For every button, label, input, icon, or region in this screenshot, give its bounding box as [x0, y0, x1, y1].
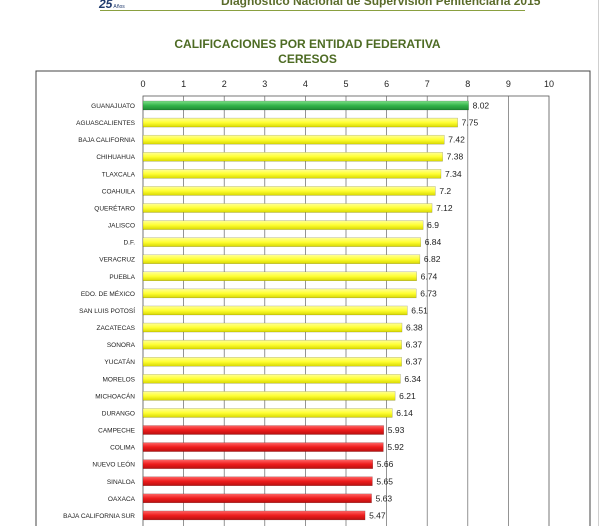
bar [142, 254, 421, 264]
category-label: YUCATÁN [104, 357, 135, 366]
bar [142, 117, 458, 128]
bar [142, 459, 373, 469]
x-tick-label: 2 [222, 79, 227, 89]
category-label: DURANGO [102, 410, 135, 417]
x-tick-label: 6 [384, 79, 389, 89]
bar [142, 476, 373, 486]
bar [142, 100, 469, 111]
x-tick-label: 8 [465, 79, 470, 89]
bar [142, 237, 421, 247]
data-label: 5.66 [377, 459, 394, 469]
bar [142, 510, 366, 521]
data-label: 6.74 [421, 271, 438, 281]
category-label: EDO. DE MÉXICO [81, 289, 135, 298]
bar [142, 425, 384, 435]
data-label: 6.9 [427, 220, 439, 230]
data-label: 6.38 [406, 323, 423, 333]
category-label: BAJA CALIFORNIA [78, 137, 135, 144]
chart-title-block: CALIFICACIONES POR ENTIDAD FEDERATIVA CE… [0, 37, 615, 67]
x-tick-label: 5 [343, 79, 348, 89]
bar [142, 374, 401, 384]
data-label: 5.63 [376, 493, 393, 503]
logo-number: 25 [99, 0, 113, 11]
bar [142, 339, 402, 350]
category-label: GUANAJUATO [91, 103, 135, 110]
document-header: 25Años Diagnóstico Nacional de Supervisi… [0, 0, 615, 14]
data-label: 6.73 [420, 288, 437, 298]
header-divider [100, 10, 525, 11]
data-label: 6.51 [411, 305, 428, 315]
bar [142, 271, 417, 281]
x-tick-label: 4 [303, 79, 308, 89]
x-tick-label: 9 [506, 79, 511, 89]
category-label: OAXACA [108, 496, 136, 503]
bar [142, 322, 403, 333]
bar [142, 186, 436, 196]
category-label: VERACRUZ [99, 257, 135, 264]
bar [142, 493, 372, 504]
bar [142, 134, 445, 145]
category-label: NUEVO LEÓN [92, 460, 135, 469]
category-label: JALISCO [108, 223, 135, 230]
category-label: CHIHUAHUA [96, 154, 135, 161]
bar [142, 408, 393, 418]
data-label: 7.12 [436, 203, 453, 213]
category-label: COLIMA [110, 445, 136, 452]
data-label: 7.2 [439, 186, 451, 196]
category-label: SAN LUIS POTOSÍ [79, 306, 135, 315]
data-label: 5.65 [376, 476, 393, 486]
category-label: SINALOA [107, 479, 136, 486]
bar [142, 288, 417, 299]
bar [142, 203, 433, 213]
data-label: 6.84 [425, 237, 442, 247]
category-label: MORELOS [102, 376, 135, 383]
category-label: TLAXCALA [102, 171, 136, 178]
bar [142, 442, 384, 452]
category-label: AGUASCALIENTES [76, 120, 136, 127]
data-label: 7.42 [448, 135, 465, 145]
bar [142, 391, 396, 401]
data-label: 6.34 [404, 374, 421, 384]
chart-title: CALIFICACIONES POR ENTIDAD FEDERATIVA [174, 37, 441, 51]
category-label: CAMPECHE [98, 428, 136, 435]
bar [142, 220, 424, 230]
x-tick-label: 3 [262, 79, 267, 89]
data-label: 6.14 [396, 408, 413, 418]
page-edge-divider [598, 0, 599, 526]
data-label: 6.37 [406, 357, 423, 367]
category-label: PUEBLA [109, 274, 135, 281]
x-tick-label: 0 [140, 79, 145, 89]
data-label: 7.38 [447, 152, 464, 162]
logo: 25Años [99, 0, 125, 11]
data-label: 7.34 [445, 169, 462, 179]
logo-subtext: Años [113, 4, 125, 10]
category-label: COAHUILA [102, 188, 136, 195]
data-label: 6.21 [399, 391, 416, 401]
chart-subtitle: CERESOS [278, 52, 337, 66]
category-label: D.F. [123, 240, 135, 247]
bar [142, 152, 443, 162]
x-tick-label: 7 [425, 79, 430, 89]
bar [142, 169, 442, 179]
category-label: MICHOACÁN [95, 391, 135, 400]
data-label: 6.82 [424, 254, 441, 264]
data-label: 5.93 [388, 425, 405, 435]
x-tick-label: 1 [181, 79, 186, 89]
x-tick-label: 10 [544, 79, 554, 89]
data-label: 5.47 [369, 510, 386, 520]
category-label: BAJA CALIFORNIA SUR [63, 513, 135, 520]
data-label: 5.92 [387, 442, 404, 452]
data-label: 8.02 [473, 101, 490, 111]
bar [142, 357, 402, 367]
category-label: SONORA [107, 342, 136, 349]
bar [142, 305, 408, 316]
document-title: Diagnóstico Nacional de Supervisión Peni… [221, 0, 541, 8]
data-label: 6.37 [406, 340, 423, 350]
data-label: 7.75 [462, 118, 479, 128]
category-label: QUERÉTARO [94, 203, 135, 212]
category-label: ZACATECAS [96, 325, 135, 332]
